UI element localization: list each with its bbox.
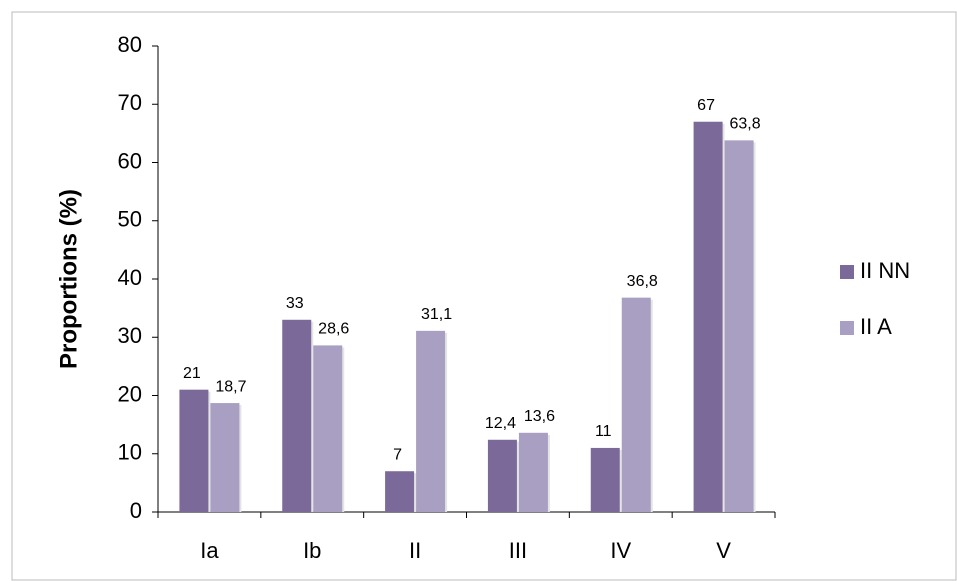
y-tick-label: 60	[118, 148, 142, 173]
y-tick-label: 70	[118, 90, 142, 115]
value-label: 11	[595, 423, 612, 440]
value-label: 13,6	[524, 408, 555, 425]
bar	[693, 121, 723, 512]
y-axis-label: Proportions (%)	[55, 189, 82, 369]
bar	[416, 330, 446, 512]
x-tick-label: III	[509, 538, 527, 563]
bar	[724, 140, 754, 513]
legend-swatch	[840, 265, 854, 279]
bar	[590, 447, 620, 512]
value-label: 12,4	[485, 415, 516, 432]
value-label: 21	[183, 365, 201, 382]
y-tick-label: 50	[118, 207, 142, 232]
value-label: 67	[697, 97, 715, 114]
value-label: 33	[286, 295, 304, 312]
x-tick-label: II	[409, 538, 421, 563]
bar	[210, 403, 240, 512]
value-label: 36,8	[627, 273, 658, 290]
legend-swatch	[840, 321, 854, 335]
x-tick-label: IV	[610, 538, 631, 563]
legend-label: II A	[860, 314, 892, 339]
bar	[313, 345, 343, 512]
frame	[11, 11, 957, 581]
y-tick-label: 80	[118, 32, 142, 57]
bar	[179, 389, 209, 512]
legend-label: II NN	[860, 258, 910, 283]
y-tick-label: 20	[118, 381, 142, 406]
x-tick-label: Ib	[303, 538, 321, 563]
value-label: 31,1	[421, 306, 452, 323]
bar	[487, 439, 517, 512]
value-label: 28,6	[318, 321, 349, 338]
y-tick-label: 0	[130, 498, 142, 523]
y-tick-label: 10	[118, 440, 142, 465]
bar	[385, 471, 415, 512]
y-tick-label: 40	[118, 265, 142, 290]
value-label: 63,8	[730, 116, 761, 133]
bar	[282, 319, 312, 512]
x-tick-label: Ia	[200, 538, 219, 563]
x-tick-label: V	[716, 538, 731, 563]
value-label: 7	[393, 446, 402, 463]
y-tick-label: 30	[118, 323, 142, 348]
bar	[621, 297, 651, 512]
bar	[518, 432, 548, 512]
value-label: 18,7	[215, 378, 246, 395]
